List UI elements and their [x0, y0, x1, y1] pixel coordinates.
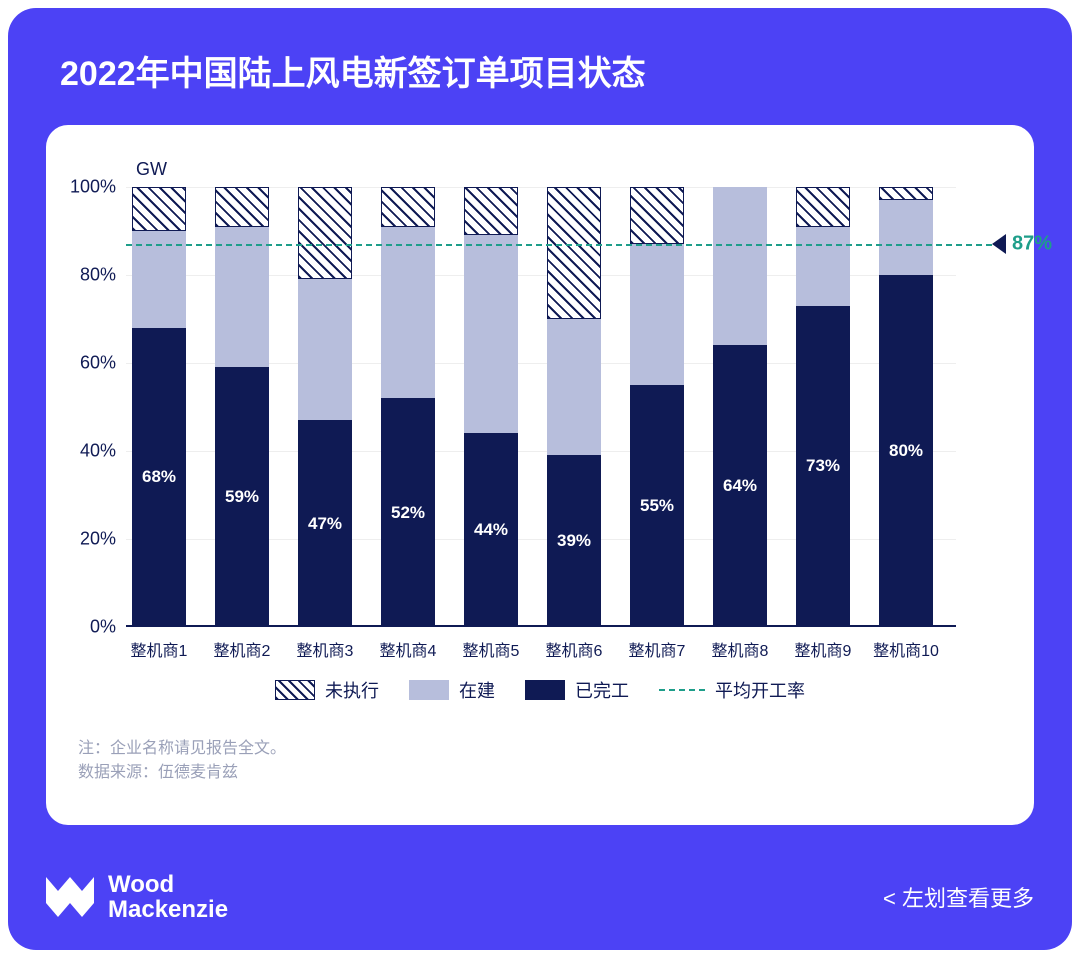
- bar-segment-not-executed: [464, 187, 518, 235]
- bar-group: 64%整机商8: [713, 187, 767, 627]
- bar-segment-under-construction: [215, 227, 269, 368]
- hatch-swatch-icon: [275, 680, 315, 700]
- bar-value-label: 39%: [547, 531, 601, 551]
- legend-under-construction: 在建: [409, 677, 495, 703]
- bar-segment-not-executed: [132, 187, 186, 231]
- bar-segment-under-construction: [713, 187, 767, 345]
- legend-avg-line: 平均开工率: [659, 677, 805, 703]
- swipe-hint[interactable]: < 左划查看更多: [883, 881, 1034, 913]
- legend-not-executed: 未执行: [275, 677, 379, 703]
- avg-line: [126, 244, 992, 246]
- bar-group: 80%整机商10: [879, 187, 933, 627]
- brand-line: Wood: [108, 872, 228, 897]
- y-tick-label: 40%: [80, 441, 116, 462]
- chart-legend: 未执行 在建 已完工 平均开工率: [46, 677, 1034, 703]
- bar-segment-not-executed: [298, 187, 352, 279]
- wood-mackenzie-icon: [46, 873, 94, 921]
- bar-segment-under-construction: [630, 244, 684, 385]
- legend-label: 平均开工率: [715, 677, 805, 703]
- y-tick-label: 0%: [90, 617, 116, 638]
- solid-swatch-icon: [409, 680, 449, 700]
- bar-segment-not-executed: [630, 187, 684, 244]
- dash-swatch-icon: [659, 689, 705, 691]
- bar-segment-not-executed: [879, 187, 933, 200]
- bar-group: 68%整机商1: [132, 187, 186, 627]
- brand-logo: Wood Mackenzie: [46, 872, 228, 922]
- bar-group: 59%整机商2: [215, 187, 269, 627]
- bar-segment-under-construction: [464, 235, 518, 433]
- bar-value-label: 52%: [381, 503, 435, 523]
- infographic-card: 2022年中国陆上风电新签订单项目状态 GW 0% 20% 40% 60% 80% 100…: [8, 8, 1072, 950]
- bar-group: 73%整机商9: [796, 187, 850, 627]
- brand-name: Wood Mackenzie: [108, 872, 228, 922]
- category-label: 整机商10: [856, 637, 956, 661]
- bar-group: 52%整机商4: [381, 187, 435, 627]
- solid-swatch-icon: [525, 680, 565, 700]
- brand-line: Mackenzie: [108, 897, 228, 922]
- y-tick-label: 20%: [80, 529, 116, 550]
- bar-group: 39%整机商6: [547, 187, 601, 627]
- bar-value-label: 44%: [464, 520, 518, 540]
- bar-segment-not-executed: [547, 187, 601, 319]
- bar-group: 55%整机商7: [630, 187, 684, 627]
- legend-label: 已完工: [575, 677, 629, 703]
- bar-group: 47%整机商3: [298, 187, 352, 627]
- bar-segment-under-construction: [547, 319, 601, 455]
- legend-label: 在建: [459, 677, 495, 703]
- avg-value-label: 87%: [1012, 233, 1052, 256]
- bar-group: 44%整机商5: [464, 187, 518, 627]
- bar-value-label: 73%: [796, 456, 850, 476]
- avg-marker-icon: [992, 234, 1006, 254]
- y-tick-label: 100%: [70, 177, 116, 198]
- bar-value-label: 68%: [132, 467, 186, 487]
- bar-segment-under-construction: [298, 279, 352, 420]
- bar-segment-not-executed: [215, 187, 269, 227]
- bar-segment-not-executed: [796, 187, 850, 227]
- legend-label: 未执行: [325, 677, 379, 703]
- chart-title: 2022年中国陆上风电新签订单项目状态: [60, 46, 1034, 95]
- bar-segment-not-executed: [381, 187, 435, 227]
- chart-panel: GW 0%20%40%60%80%100%68%整机商159%整机商247%整机…: [46, 125, 1034, 825]
- bar-segment-under-construction: [879, 200, 933, 275]
- bar-segment-under-construction: [381, 227, 435, 399]
- bar-value-label: 59%: [215, 487, 269, 507]
- legend-completed: 已完工: [525, 677, 629, 703]
- card-footer: Wood Mackenzie < 左划查看更多: [46, 872, 1034, 922]
- bar-value-label: 80%: [879, 441, 933, 461]
- bar-value-label: 47%: [298, 514, 352, 534]
- y-axis-unit: GW: [136, 159, 167, 180]
- bar-segment-under-construction: [796, 227, 850, 306]
- bar-value-label: 55%: [630, 496, 684, 516]
- footnote-line: 注：企业名称请见报告全文。: [78, 737, 286, 761]
- footnote-line: 数据来源：伍德麦肯兹: [78, 761, 286, 785]
- plot-area: 0%20%40%60%80%100%68%整机商159%整机商247%整机商35…: [126, 187, 956, 627]
- y-tick-label: 60%: [80, 353, 116, 374]
- chart-footnote: 注：企业名称请见报告全文。 数据来源：伍德麦肯兹: [78, 737, 286, 785]
- bar-value-label: 64%: [713, 476, 767, 496]
- y-tick-label: 80%: [80, 265, 116, 286]
